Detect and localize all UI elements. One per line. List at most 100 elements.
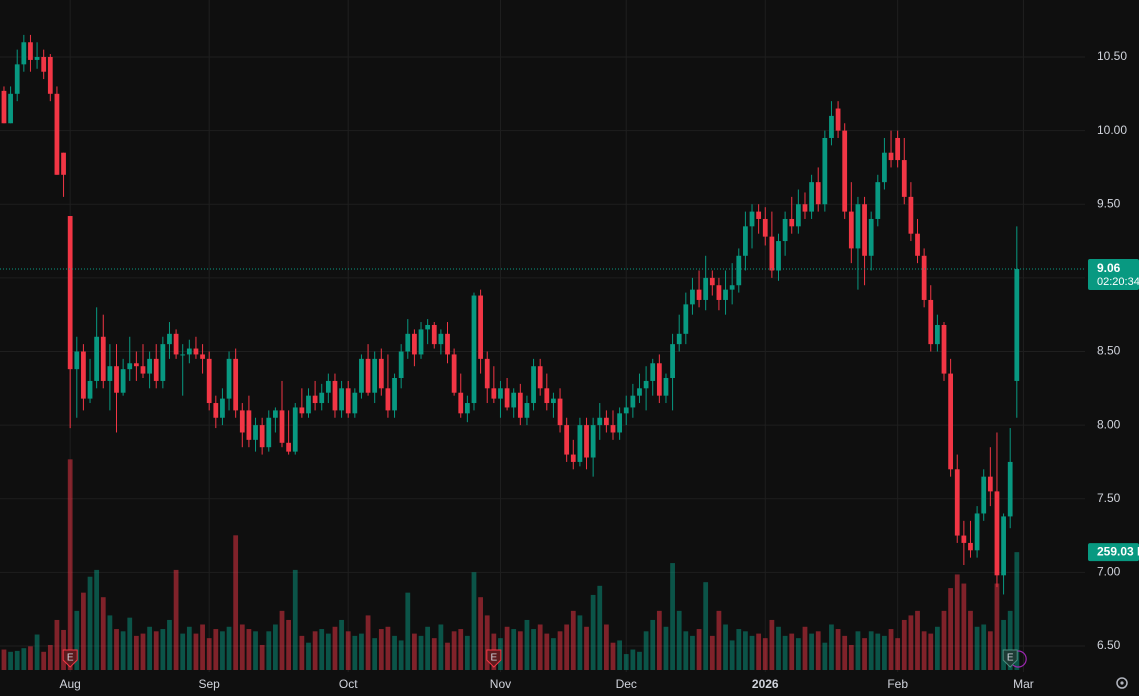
candle-body bbox=[882, 152, 887, 183]
candle-body bbox=[782, 218, 788, 242]
candle-body bbox=[372, 358, 378, 393]
volume-bar bbox=[670, 563, 675, 670]
candle-body bbox=[140, 366, 146, 374]
candle-body bbox=[544, 388, 550, 404]
candle-body bbox=[325, 380, 331, 393]
volume-bar bbox=[524, 619, 530, 670]
volume-bar bbox=[795, 638, 801, 670]
volume-bar bbox=[120, 631, 126, 670]
candle-body bbox=[623, 407, 629, 414]
candle-body bbox=[147, 358, 152, 374]
candle-body bbox=[412, 333, 417, 355]
volume-bar bbox=[882, 635, 887, 670]
volume-bar bbox=[286, 619, 292, 670]
candle-body bbox=[908, 196, 914, 234]
volume-bar bbox=[312, 631, 318, 670]
event-label: E bbox=[1007, 653, 1014, 664]
candle-body bbox=[577, 425, 583, 462]
candle-body bbox=[895, 137, 901, 161]
settings-button[interactable] bbox=[1116, 677, 1128, 689]
candle-body bbox=[603, 417, 609, 426]
volume-bar bbox=[683, 631, 689, 670]
candle-body bbox=[690, 289, 695, 305]
volume-bar bbox=[345, 631, 351, 670]
volume-bar bbox=[107, 615, 113, 670]
volume-bar bbox=[656, 610, 662, 670]
event-marker bbox=[486, 649, 502, 668]
candle-body bbox=[1014, 269, 1020, 381]
volume-bar bbox=[848, 644, 854, 670]
candle-body bbox=[451, 354, 457, 393]
candle-body bbox=[378, 358, 384, 389]
volume-bar bbox=[809, 633, 814, 670]
volume-bar bbox=[54, 619, 60, 670]
candle-body bbox=[994, 491, 1000, 576]
candle-body bbox=[1, 90, 7, 124]
volume-bar bbox=[200, 624, 205, 670]
volume-bar bbox=[147, 626, 152, 670]
candle-body bbox=[756, 211, 762, 219]
volume-bar bbox=[186, 626, 192, 670]
candle-body bbox=[405, 333, 411, 352]
candle-body bbox=[206, 358, 212, 404]
candle-body bbox=[478, 295, 483, 359]
volume-bar bbox=[239, 624, 245, 670]
volume-bar bbox=[769, 619, 775, 670]
volume-bar bbox=[385, 626, 391, 670]
candle-body bbox=[153, 358, 159, 381]
candle-body bbox=[901, 160, 907, 197]
volume-bar bbox=[915, 610, 920, 670]
x-tick-label: Dec bbox=[616, 677, 637, 691]
volume-bar bbox=[21, 648, 27, 670]
candle-body bbox=[239, 410, 245, 433]
candle-body bbox=[74, 351, 80, 370]
x-tick-label: Mar bbox=[1013, 677, 1034, 691]
volume-bar bbox=[306, 642, 311, 670]
volume-bar bbox=[81, 592, 86, 670]
volume-bar bbox=[1007, 610, 1013, 670]
volume-bar bbox=[617, 640, 623, 670]
candle-body bbox=[173, 333, 179, 355]
candle-body bbox=[809, 182, 814, 212]
candle-body bbox=[127, 363, 133, 370]
candle-body bbox=[915, 233, 920, 256]
candle-body bbox=[14, 64, 20, 94]
volume-bar bbox=[584, 626, 589, 670]
volume-bar bbox=[557, 631, 563, 670]
candle-body bbox=[670, 344, 675, 378]
candle-body bbox=[226, 358, 232, 399]
volume-bar bbox=[332, 626, 338, 670]
candle-body bbox=[47, 56, 53, 94]
volume-bar bbox=[127, 617, 133, 670]
volume-bar bbox=[895, 638, 901, 670]
volume-bar bbox=[246, 629, 252, 670]
volume-bar bbox=[67, 459, 73, 670]
candle-body bbox=[339, 388, 344, 411]
volume-bar bbox=[359, 633, 364, 670]
volume-bar bbox=[637, 651, 642, 670]
candle-body bbox=[875, 182, 881, 219]
candle-body bbox=[769, 236, 775, 271]
y-tick-label: 6.50 bbox=[1097, 638, 1121, 652]
candle-body bbox=[795, 204, 801, 227]
candle-body bbox=[120, 369, 126, 393]
volume-bar bbox=[551, 638, 556, 670]
volume-bar bbox=[206, 638, 212, 670]
x-tick-label: Sep bbox=[199, 677, 221, 691]
candle-body bbox=[160, 344, 166, 381]
volume-bar bbox=[484, 615, 490, 670]
candle-body bbox=[385, 388, 391, 411]
candle-body bbox=[365, 358, 371, 393]
candle-body bbox=[584, 425, 589, 458]
volume-bar bbox=[544, 633, 550, 670]
volume-bar bbox=[339, 619, 344, 670]
candle-body bbox=[835, 108, 841, 131]
y-tick-label: 8.00 bbox=[1097, 417, 1121, 431]
candle-body bbox=[776, 241, 781, 271]
x-tick-label: Aug bbox=[59, 677, 80, 691]
volume-bar bbox=[696, 629, 702, 670]
candle-body bbox=[279, 410, 285, 443]
candle-body bbox=[842, 130, 848, 212]
candle-body bbox=[590, 425, 596, 458]
